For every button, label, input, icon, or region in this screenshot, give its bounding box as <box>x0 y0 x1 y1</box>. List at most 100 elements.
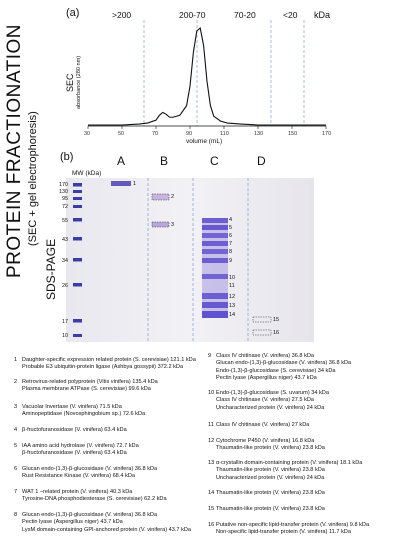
band-number: 9 <box>229 258 233 264</box>
x-tick-label: 90 <box>186 131 193 137</box>
lane-label: C <box>210 154 219 168</box>
band-number: 12 <box>229 294 236 300</box>
band-annotation: 5 IAA amino acid hydrolase (V. vinifera) … <box>14 443 139 458</box>
band-annotation: 13 α-crystallin domain-containing protein… <box>208 460 362 482</box>
annotation-number: 15 <box>208 506 215 512</box>
x-tick-label: 150 <box>288 131 298 137</box>
mw-label: 170 <box>59 182 68 188</box>
side-title: PROTEIN FRACTIONATION <box>4 24 25 278</box>
band-annotation: 10 Endo-(1,3)-β-glucosidase (S. uvarum) 3… <box>208 390 329 412</box>
band-annotation: 3 Vacuolar Invertase (V. vinifera) 71.5 k… <box>14 404 146 419</box>
annotation-line: Class IV chitinase (V. vinifera) 27.5 kD… <box>216 397 315 404</box>
range-label: >200 <box>112 10 132 20</box>
annotation-number: 5 <box>14 443 18 449</box>
annotation-line: Retrovirus-related polyprotein (Vitis vi… <box>22 379 158 385</box>
annotation-number: 10 <box>208 390 215 396</box>
annotation-number: 9 <box>208 353 212 359</box>
mw-label: 26 <box>62 283 68 289</box>
sec-ylabel-line1: SEC <box>65 73 75 92</box>
band-15-box <box>252 316 272 323</box>
band-number: 3 <box>171 222 175 228</box>
annotation-line: Putative non-specific lipid-transfer pro… <box>216 522 370 528</box>
unit-label: kDa <box>314 10 331 20</box>
band-annotation: 11 Class IV chitinase (V. vinifera) 27 kD… <box>208 422 310 429</box>
mw-label: 95 <box>62 196 68 202</box>
band-3-box <box>151 221 170 228</box>
band-number: 1 <box>133 181 137 187</box>
x-tick-label: 170 <box>322 131 332 137</box>
band-number: 13 <box>229 303 236 309</box>
mw-label: 10 <box>62 333 68 339</box>
annotation-number: 12 <box>208 438 215 444</box>
band-number: 10 <box>229 275 236 281</box>
annotation-line: Endo-(1,3)-β-glucosidase (S. uvarum) 34 … <box>216 390 329 396</box>
annotation-line: Uncharacterized protein (V. vinifera) 24… <box>216 404 325 411</box>
band-annotation: 1 Daughter-specific expression related pr… <box>14 357 196 372</box>
annotation-line: Uncharacterized protein (V. vinifera) 24… <box>216 474 325 481</box>
annotation-line: Class IV chitinase (V. vinifera) 36.8 kD… <box>216 353 315 359</box>
annotation-number: 7 <box>14 489 18 495</box>
annotation-line: Thaumatin-like protein (V. vinifera) 23.… <box>216 490 325 496</box>
band-number: 16 <box>273 330 280 336</box>
sds-page-gel <box>66 178 314 342</box>
band-annotation: 4 β-fructofuranosidase (V. vinifera) 63.4… <box>14 427 127 434</box>
band-number: 7 <box>229 241 233 247</box>
band-annotation: 6 Glucan endo-(1,3)-β-glucosidase (V. vin… <box>14 466 158 481</box>
annotation-line: WAT 1 –related protein (V. vinifera) 40.… <box>22 489 133 495</box>
annotation-line: Cytochrome P450 (V. vinifera) 16.8 kDa <box>216 438 315 444</box>
sds-page-label: SDS-PAGE <box>44 238 58 300</box>
band-annotation: 7 WAT 1 –related protein (V. vinifera) 40… <box>14 489 167 504</box>
annotation-line: IAA amino acid hydrolase (V. vinifera) 7… <box>22 443 139 449</box>
band-number: 14 <box>229 312 236 318</box>
annotation-number: 8 <box>14 512 18 518</box>
range-label: 70-20 <box>234 10 256 20</box>
range-label: 200-70 <box>179 10 206 20</box>
band-number: 2 <box>171 194 175 200</box>
mw-label: 130 <box>59 189 68 195</box>
band-annotation: 2 Retrovirus-related polyprotein (Vitis v… <box>14 379 158 394</box>
x-tick-label: 130 <box>254 131 264 137</box>
annotation-line: Daughter-specific expression related pro… <box>22 357 196 363</box>
lane-label: D <box>257 154 266 168</box>
annotation-line: Glucan endo-(1,3)-β-glucosidase (V. vini… <box>22 466 158 472</box>
x-tick-label: 50 <box>118 131 125 137</box>
mw-label: 43 <box>62 237 68 243</box>
annotation-line: Probable E3 ubiquitin-protein ligase (As… <box>22 364 184 371</box>
annotation-number: 4 <box>14 427 18 433</box>
annotation-line: β-fructofuranosidase (V. vinifera) 63.4 … <box>22 450 127 457</box>
annotation-number: 13 <box>208 460 215 466</box>
marker-lane <box>73 183 82 337</box>
band-16-box <box>252 329 272 336</box>
band-annotation: 8 Glucan endo-(1,3)-β-glucosidase (V. vin… <box>14 512 192 534</box>
annotation-line: Vacuolar Invertase (V. vinifera) 71.5 kD… <box>22 404 122 410</box>
band-number: 6 <box>229 233 233 239</box>
annotation-line: LysM domain-containing GPI-anchored prot… <box>22 526 192 533</box>
x-tick-label: 110 <box>220 131 229 137</box>
lane-label: A <box>117 154 126 168</box>
annotation-number: 3 <box>14 404 18 410</box>
mw-label: 34 <box>62 258 68 264</box>
annotation-line: Aminopeptidase (Novosphingobium sp.) 72.… <box>22 411 146 418</box>
annotation-line: Thaumatin-like protein (V. vinifera) 23.… <box>216 506 325 512</box>
band-annotation: 9 Class IV chitinase (V. vinifera) 36.8 k… <box>208 353 352 383</box>
mw-label: 17 <box>62 319 68 325</box>
lane-label: B <box>160 154 169 168</box>
panel-a-label: (a) <box>66 7 80 19</box>
annotation-line: Endo-(1,3)-β-glucosidase (S. cerevisiae)… <box>216 367 336 374</box>
lane-c-bands <box>202 218 228 318</box>
annotation-line: Glucan endo-(1,3)-β-glucosidase (V. vini… <box>22 512 158 518</box>
annotation-line: Thaumatin-like protein (V. vinifera) 23.… <box>216 445 325 452</box>
annotation-line: Thaumatin-like protein (V. vinifera) 23.… <box>216 467 325 474</box>
annotation-line: Class IV chitinase (V. vinifera) 27 kDa <box>216 422 310 428</box>
band-2-box <box>151 193 170 201</box>
annotation-line: Glucan endo-(1,3)-β-glucosidase (V. vini… <box>216 360 352 367</box>
x-tick-label: 30 <box>84 131 91 137</box>
range-label: <20 <box>283 10 298 20</box>
side-subtitle: (SEC + gel electrophoresis) <box>27 111 39 246</box>
mw-label: 72 <box>62 204 68 210</box>
mw-header: MW (kDa) <box>72 170 102 177</box>
band-number: 11 <box>229 283 235 289</box>
annotation-line: Tyrosine-DNA phosphodiesterase (S. cerev… <box>22 496 167 503</box>
band-number: 5 <box>229 225 233 231</box>
annotation-line: Pectin lyase (Aspergillus niger) 43.7 kD… <box>216 375 317 382</box>
